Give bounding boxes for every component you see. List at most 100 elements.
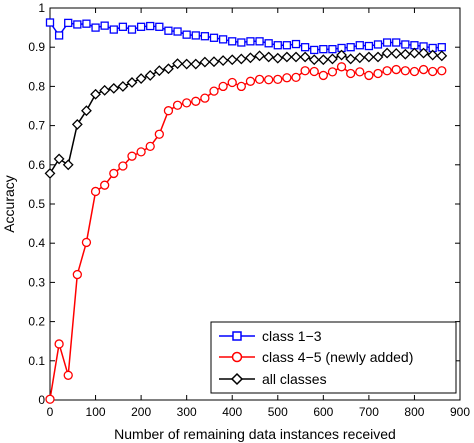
data-point-diamond [436, 50, 448, 62]
data-point-circle [437, 66, 447, 76]
data-point-diamond [299, 51, 311, 63]
data-point-diamond [272, 52, 284, 64]
axis-ticks: 0 100 200 300 400 500 600 700 800 900 0 0.1 0.2 0.3 0.… [28, 1, 470, 419]
data-point-diamond [317, 54, 329, 66]
legend-label: class 4−5 (newly added) [262, 349, 413, 365]
data-point-circle [273, 74, 283, 84]
data-point-circle [400, 66, 410, 76]
data-point-diamond [354, 52, 366, 64]
data-point-square [364, 41, 374, 51]
data-point-circle [191, 96, 201, 106]
data-point-circle [391, 64, 401, 75]
data-point-circle [209, 86, 219, 96]
data-point-diamond [81, 105, 92, 117]
y-tick-label: 0.1 [28, 354, 45, 368]
y-tick-label: 0.4 [28, 236, 45, 250]
data-point-square [64, 18, 73, 28]
data-point-diamond [153, 65, 165, 77]
data-point-diamond [399, 48, 411, 60]
data-point-square [392, 38, 401, 47]
data-point-square [173, 27, 182, 36]
data-point-square [300, 43, 310, 52]
data-point-square [373, 40, 383, 49]
data-point-diamond [190, 58, 202, 70]
y-tick-label: 1 [38, 1, 45, 15]
legend-label: all classes [262, 371, 327, 387]
data-point-diamond [290, 51, 302, 63]
data-point-square [127, 25, 137, 34]
data-point-square [155, 22, 164, 31]
y-tick-label: 0.5 [28, 197, 45, 211]
data-point-diamond [126, 77, 138, 88]
data-point-circle [245, 76, 256, 86]
data-point-square [136, 22, 146, 31]
data-point-square [382, 38, 392, 47]
data-point-circle [100, 180, 110, 190]
legend-entry: class 4−5 (newly added) [219, 349, 413, 365]
data-point-circle [264, 75, 274, 85]
y-tick-label: 0.3 [28, 275, 45, 289]
data-point-diamond [135, 73, 147, 84]
data-point-square [73, 20, 82, 29]
data-point-square [346, 43, 355, 52]
data-point-square [218, 35, 228, 44]
data-point-square [82, 19, 91, 28]
data-point-square [54, 31, 64, 40]
data-point-square [91, 23, 100, 32]
data-point-diamond [336, 49, 347, 61]
data-point-circle [163, 106, 174, 116]
y-tick-label: 0.8 [28, 79, 45, 93]
data-point-circle [54, 339, 64, 349]
data-point-diamond [117, 80, 129, 92]
data-point-square [146, 21, 155, 31]
data-point-diamond [418, 47, 429, 59]
data-point-circle [136, 147, 146, 157]
data-point-diamond [108, 82, 120, 94]
data-point-square [45, 18, 55, 27]
data-point-diamond [254, 50, 265, 62]
x-tick-label: 500 [268, 405, 288, 419]
x-tick-label: 900 [450, 405, 470, 419]
data-point-circle [254, 74, 265, 84]
data-point-diamond [90, 88, 101, 100]
data-point-circle [318, 70, 328, 81]
series-group [44, 47, 448, 179]
data-point-circle [418, 64, 429, 75]
data-point-circle [409, 66, 420, 77]
data-point-square [228, 37, 237, 46]
x-tick-label: 300 [177, 405, 197, 419]
data-point-square [118, 22, 128, 31]
data-point-diamond [163, 63, 174, 75]
data-point-circle [118, 161, 128, 171]
data-point-diamond [144, 70, 156, 81]
data-point-circle [109, 168, 119, 179]
data-point-diamond [390, 48, 402, 59]
x-tick-label: 700 [359, 405, 379, 419]
series-group [45, 62, 447, 404]
y-tick-label: 0 [38, 393, 45, 407]
legend-entry: class 1−3 [219, 328, 322, 344]
data-point-diamond [308, 54, 320, 66]
data-point-circle [327, 67, 338, 77]
data-point-circle [373, 68, 383, 79]
legend: class 1−3 class 4−5 (newly added) all cl… [210, 321, 457, 394]
data-point-square [273, 41, 282, 50]
data-point-diamond [62, 159, 74, 171]
data-point-circle [309, 66, 319, 77]
data-point-square [264, 39, 273, 48]
data-point-diamond [199, 56, 211, 68]
y-tick-label: 0.2 [28, 315, 45, 329]
y-tick-label: 0.6 [28, 158, 45, 172]
data-point-circle [200, 93, 210, 103]
data-point-square [255, 37, 264, 46]
series-layer [44, 18, 448, 404]
data-point-square [182, 30, 191, 39]
data-point-diamond [44, 168, 56, 179]
data-point-diamond [235, 53, 247, 65]
x-tick-label: 800 [404, 405, 424, 419]
data-point-circle [428, 66, 438, 77]
y-tick-label: 0.9 [28, 40, 45, 54]
y-axis-title: Accuracy [1, 175, 17, 233]
data-point-circle [336, 62, 347, 72]
data-point-circle [218, 81, 228, 92]
